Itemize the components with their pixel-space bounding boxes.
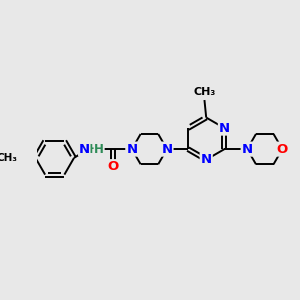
Text: N: N: [161, 142, 172, 156]
Text: N: N: [219, 122, 230, 135]
Text: H: H: [94, 142, 104, 156]
Text: CH₃: CH₃: [193, 87, 216, 98]
Text: O: O: [107, 160, 118, 173]
Text: N: N: [79, 142, 90, 156]
Text: N: N: [201, 153, 212, 166]
Text: N: N: [242, 142, 253, 156]
Text: N: N: [126, 142, 137, 156]
Text: O: O: [277, 142, 288, 156]
Text: H: H: [88, 142, 98, 156]
Text: CH₃: CH₃: [0, 153, 18, 163]
